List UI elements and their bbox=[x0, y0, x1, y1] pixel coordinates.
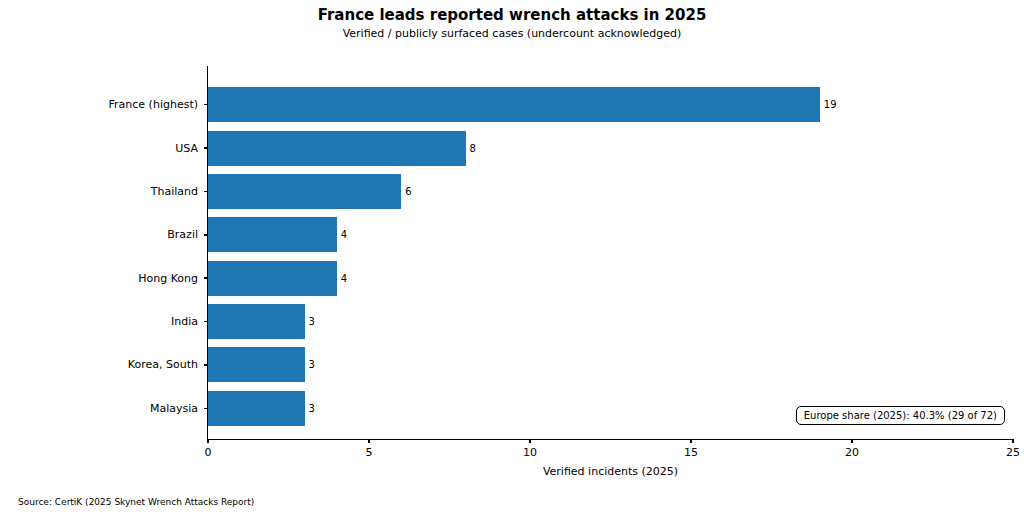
chart-subtitle: Verified / publicly surfaced cases (unde… bbox=[0, 27, 1024, 40]
category-label: Brazil bbox=[167, 228, 198, 241]
bar bbox=[208, 391, 305, 426]
category-label: Thailand bbox=[151, 185, 198, 198]
x-tick-mark bbox=[1012, 439, 1014, 443]
y-tick bbox=[204, 191, 208, 193]
x-tick-label: 0 bbox=[205, 446, 212, 459]
bar-row: Brazil4 bbox=[208, 213, 1013, 256]
x-tick-label: 20 bbox=[845, 446, 859, 459]
bar-value-label: 3 bbox=[309, 403, 315, 414]
bar-value-label: 3 bbox=[309, 359, 315, 370]
bars: France (highest)19USA8Thailand6Brazil4Ho… bbox=[208, 66, 1013, 439]
bar-row: Thailand6 bbox=[208, 170, 1013, 213]
source-note: Source: CertiK (2025 Skynet Wrench Attac… bbox=[18, 497, 254, 507]
plot-area: France (highest)19USA8Thailand6Brazil4Ho… bbox=[207, 66, 1013, 440]
y-tick bbox=[204, 277, 208, 279]
bar bbox=[208, 174, 401, 209]
bar bbox=[208, 261, 337, 296]
bar-row: France (highest)19 bbox=[208, 83, 1013, 126]
figure: France leads reported wrench attacks in … bbox=[0, 0, 1024, 514]
x-axis-label: Verified incidents (2025) bbox=[208, 465, 1013, 478]
category-label: Malaysia bbox=[150, 402, 198, 415]
chart-title: France leads reported wrench attacks in … bbox=[0, 6, 1024, 24]
y-tick bbox=[204, 408, 208, 410]
bar-row: Hong Kong4 bbox=[208, 257, 1013, 300]
y-tick bbox=[204, 364, 208, 366]
bar-value-label: 19 bbox=[824, 99, 837, 110]
y-tick bbox=[204, 321, 208, 323]
bar bbox=[208, 131, 466, 166]
bar-row: India3 bbox=[208, 300, 1013, 343]
x-tick-mark bbox=[529, 439, 531, 443]
y-tick bbox=[204, 147, 208, 149]
bar-value-label: 4 bbox=[341, 229, 347, 240]
bar-value-label: 8 bbox=[470, 143, 476, 154]
x-tick-label: 10 bbox=[523, 446, 537, 459]
bar bbox=[208, 217, 337, 252]
y-tick bbox=[204, 234, 208, 236]
y-tick bbox=[204, 104, 208, 106]
x-tick-mark bbox=[851, 439, 853, 443]
x-tick-mark bbox=[207, 439, 209, 443]
category-label: USA bbox=[175, 142, 198, 155]
x-tick-label: 25 bbox=[1006, 446, 1020, 459]
x-tick-mark bbox=[368, 439, 370, 443]
bar-row: USA8 bbox=[208, 126, 1013, 169]
bar bbox=[208, 304, 305, 339]
category-label: India bbox=[171, 315, 198, 328]
annotation-box: Europe share (2025): 40.3% (29 of 72) bbox=[796, 406, 1005, 425]
bar-value-label: 3 bbox=[309, 316, 315, 327]
bar-value-label: 4 bbox=[341, 273, 347, 284]
category-label: France (highest) bbox=[109, 98, 198, 111]
category-label: Korea, South bbox=[128, 358, 198, 371]
bar-row: Korea, South3 bbox=[208, 343, 1013, 386]
category-label: Hong Kong bbox=[138, 272, 198, 285]
bar bbox=[208, 87, 820, 122]
x-tick-label: 15 bbox=[684, 446, 698, 459]
x-tick-mark bbox=[690, 439, 692, 443]
x-tick-label: 5 bbox=[366, 446, 373, 459]
bar bbox=[208, 347, 305, 382]
bar-value-label: 6 bbox=[405, 186, 411, 197]
